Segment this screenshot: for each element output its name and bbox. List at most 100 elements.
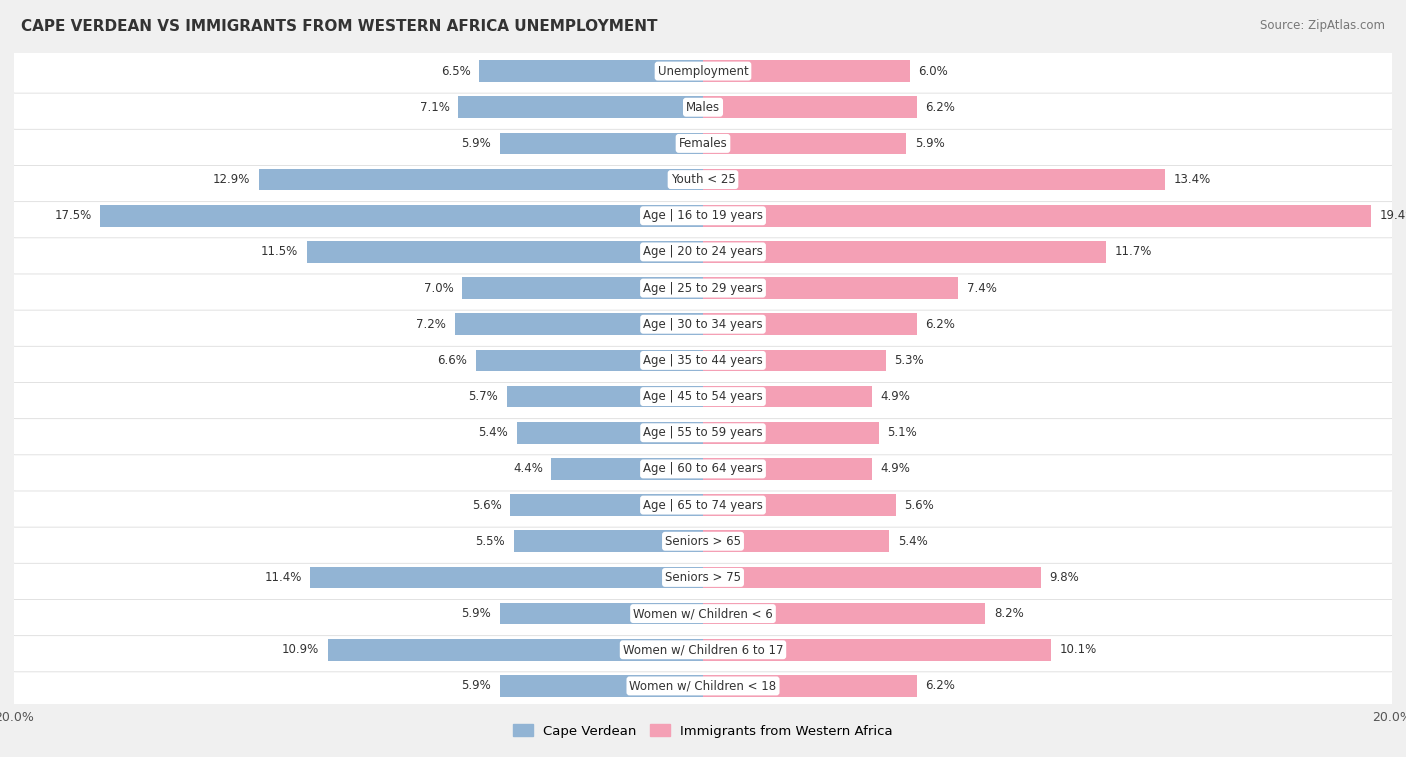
Bar xyxy=(703,205,1371,226)
Bar xyxy=(703,132,907,154)
FancyBboxPatch shape xyxy=(10,628,1396,671)
Text: 5.1%: 5.1% xyxy=(887,426,917,439)
Text: 5.9%: 5.9% xyxy=(461,607,491,620)
Text: Females: Females xyxy=(679,137,727,150)
FancyBboxPatch shape xyxy=(10,230,1396,274)
Text: Age | 20 to 24 years: Age | 20 to 24 years xyxy=(643,245,763,258)
Text: Youth < 25: Youth < 25 xyxy=(671,173,735,186)
Text: Seniors > 65: Seniors > 65 xyxy=(665,534,741,548)
FancyBboxPatch shape xyxy=(10,302,1396,346)
Text: Unemployment: Unemployment xyxy=(658,64,748,77)
Text: 19.4%: 19.4% xyxy=(1379,209,1406,223)
Text: 4.9%: 4.9% xyxy=(880,463,910,475)
Text: Age | 35 to 44 years: Age | 35 to 44 years xyxy=(643,354,763,367)
Text: 5.9%: 5.9% xyxy=(461,137,491,150)
FancyBboxPatch shape xyxy=(10,157,1396,201)
Bar xyxy=(513,531,703,552)
Text: 5.6%: 5.6% xyxy=(472,499,502,512)
Bar xyxy=(517,422,703,444)
Bar xyxy=(703,422,879,444)
Text: Women w/ Children 6 to 17: Women w/ Children 6 to 17 xyxy=(623,643,783,656)
Bar xyxy=(259,169,703,191)
Text: 5.9%: 5.9% xyxy=(915,137,945,150)
FancyBboxPatch shape xyxy=(10,447,1396,491)
Text: 13.4%: 13.4% xyxy=(1173,173,1211,186)
Text: Age | 60 to 64 years: Age | 60 to 64 years xyxy=(643,463,763,475)
Text: 4.4%: 4.4% xyxy=(513,463,543,475)
Text: 7.1%: 7.1% xyxy=(420,101,450,114)
Bar xyxy=(703,639,1050,661)
Bar xyxy=(703,458,872,480)
Text: Males: Males xyxy=(686,101,720,114)
Bar xyxy=(475,350,703,371)
Text: Women w/ Children < 6: Women w/ Children < 6 xyxy=(633,607,773,620)
Bar xyxy=(510,494,703,516)
Text: 11.4%: 11.4% xyxy=(264,571,302,584)
Bar xyxy=(479,61,703,82)
FancyBboxPatch shape xyxy=(10,591,1396,636)
Bar xyxy=(499,675,703,696)
Text: 10.1%: 10.1% xyxy=(1060,643,1097,656)
Text: 5.5%: 5.5% xyxy=(475,534,505,548)
Text: 5.9%: 5.9% xyxy=(461,680,491,693)
Bar xyxy=(458,96,703,118)
Bar xyxy=(551,458,703,480)
Text: 6.0%: 6.0% xyxy=(918,64,948,77)
Text: 6.5%: 6.5% xyxy=(440,64,471,77)
Text: CAPE VERDEAN VS IMMIGRANTS FROM WESTERN AFRICA UNEMPLOYMENT: CAPE VERDEAN VS IMMIGRANTS FROM WESTERN … xyxy=(21,19,658,34)
Text: 4.9%: 4.9% xyxy=(880,390,910,403)
Bar xyxy=(703,531,889,552)
Bar xyxy=(703,566,1040,588)
FancyBboxPatch shape xyxy=(10,121,1396,166)
Bar xyxy=(703,494,896,516)
Bar xyxy=(100,205,703,226)
Bar xyxy=(499,603,703,625)
Bar xyxy=(703,386,872,407)
Text: 6.6%: 6.6% xyxy=(437,354,467,367)
Bar xyxy=(703,603,986,625)
Bar xyxy=(307,241,703,263)
Bar xyxy=(703,277,957,299)
Bar xyxy=(499,132,703,154)
Text: 6.2%: 6.2% xyxy=(925,680,955,693)
FancyBboxPatch shape xyxy=(10,483,1396,527)
Text: Source: ZipAtlas.com: Source: ZipAtlas.com xyxy=(1260,19,1385,32)
Bar xyxy=(703,169,1164,191)
Text: 12.9%: 12.9% xyxy=(212,173,250,186)
Text: 11.7%: 11.7% xyxy=(1115,245,1152,258)
Text: 5.6%: 5.6% xyxy=(904,499,934,512)
Bar xyxy=(456,313,703,335)
Text: Age | 30 to 34 years: Age | 30 to 34 years xyxy=(643,318,763,331)
Text: Age | 55 to 59 years: Age | 55 to 59 years xyxy=(643,426,763,439)
Text: 6.2%: 6.2% xyxy=(925,318,955,331)
Bar xyxy=(703,350,886,371)
Bar xyxy=(328,639,703,661)
FancyBboxPatch shape xyxy=(10,556,1396,600)
FancyBboxPatch shape xyxy=(10,266,1396,310)
Text: 11.5%: 11.5% xyxy=(262,245,298,258)
Text: Age | 25 to 29 years: Age | 25 to 29 years xyxy=(643,282,763,294)
Bar xyxy=(506,386,703,407)
Text: Women w/ Children < 18: Women w/ Children < 18 xyxy=(630,680,776,693)
Legend: Cape Verdean, Immigrants from Western Africa: Cape Verdean, Immigrants from Western Af… xyxy=(508,719,898,743)
Text: 7.2%: 7.2% xyxy=(416,318,446,331)
FancyBboxPatch shape xyxy=(10,49,1396,93)
Text: 17.5%: 17.5% xyxy=(55,209,91,223)
Text: Age | 45 to 54 years: Age | 45 to 54 years xyxy=(643,390,763,403)
Text: 6.2%: 6.2% xyxy=(925,101,955,114)
Text: 10.9%: 10.9% xyxy=(281,643,319,656)
Text: 5.7%: 5.7% xyxy=(468,390,498,403)
FancyBboxPatch shape xyxy=(10,86,1396,129)
Text: 8.2%: 8.2% xyxy=(994,607,1024,620)
Text: 9.8%: 9.8% xyxy=(1049,571,1078,584)
Text: 5.4%: 5.4% xyxy=(897,534,928,548)
Bar xyxy=(311,566,703,588)
Text: 7.4%: 7.4% xyxy=(966,282,997,294)
FancyBboxPatch shape xyxy=(10,338,1396,382)
Bar xyxy=(703,675,917,696)
Bar xyxy=(461,277,703,299)
Text: 7.0%: 7.0% xyxy=(423,282,453,294)
Bar xyxy=(703,61,910,82)
Text: Seniors > 75: Seniors > 75 xyxy=(665,571,741,584)
Text: Age | 65 to 74 years: Age | 65 to 74 years xyxy=(643,499,763,512)
